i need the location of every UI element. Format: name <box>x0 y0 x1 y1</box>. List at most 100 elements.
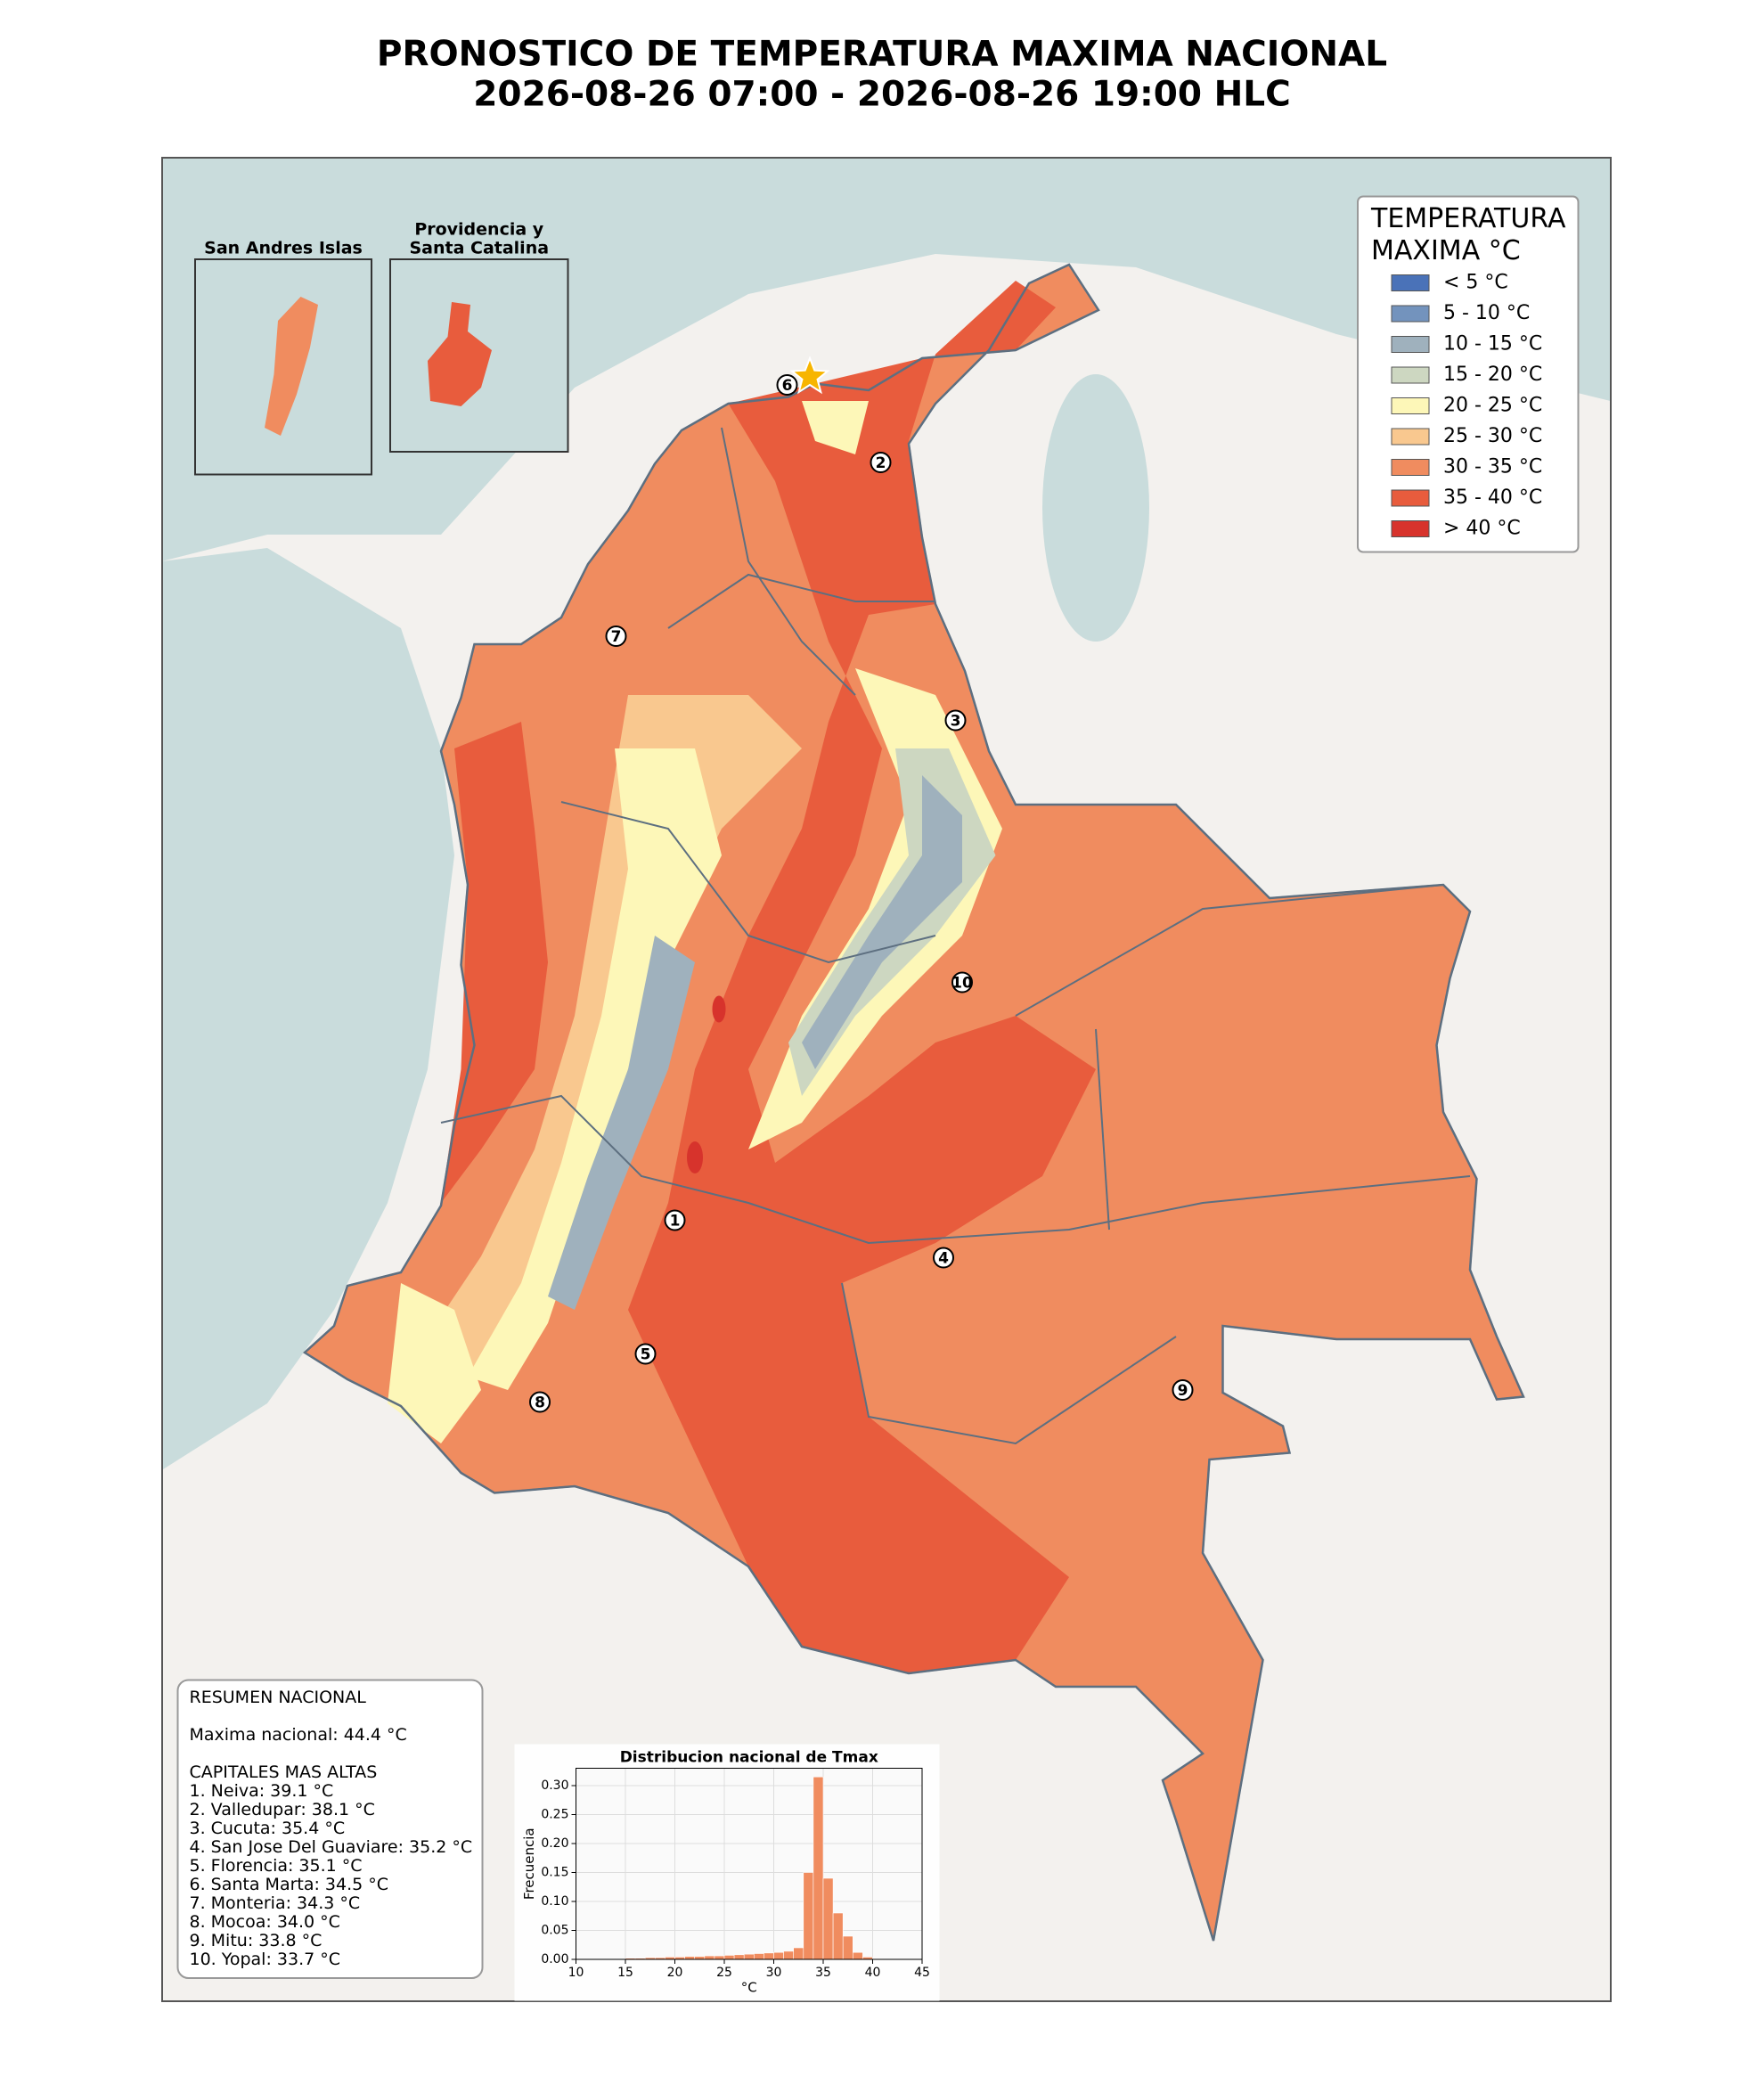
capital-marker-label: 9 <box>1178 1382 1188 1400</box>
temp-region <box>628 281 1096 1673</box>
legend-swatch <box>1391 366 1430 384</box>
legend-label: 15 - 20 °C <box>1443 364 1542 386</box>
histogram-bar <box>852 1951 863 1960</box>
legend-title: MAXIMA °C <box>1371 235 1521 266</box>
summary-line: Maxima nacional: 44.4 °C <box>190 1725 407 1745</box>
x-tick-label: 15 <box>617 1966 633 1980</box>
summary-line: 3. Cucuta: 35.4 °C <box>190 1819 346 1838</box>
capital-marker <box>605 626 627 647</box>
x-tick-label: 30 <box>766 1966 782 1980</box>
histogram-axes <box>576 1768 923 1960</box>
capital-marker-label: 10 <box>951 975 973 993</box>
capital-marker <box>529 1391 551 1413</box>
temp-region <box>802 401 869 454</box>
temp-region <box>441 722 548 1203</box>
x-tick-label: 25 <box>716 1966 732 1980</box>
legend-label: 25 - 30 °C <box>1443 425 1542 447</box>
histogram-bar <box>753 1953 764 1960</box>
y-tick-label: 0.20 <box>541 1836 568 1851</box>
summary-title: RESUMEN NACIONAL <box>190 1688 367 1707</box>
x-tick-label: 10 <box>568 1966 584 1980</box>
highlight-star <box>789 356 830 395</box>
capital-marker <box>634 1343 657 1365</box>
inset-title: San Andres Islas <box>204 239 363 258</box>
department-border <box>841 1282 1177 1445</box>
legend-swatch <box>1391 520 1430 537</box>
temp-region <box>802 775 962 1069</box>
legend-label: > 40 °C <box>1443 518 1521 540</box>
summary-line: 5. Florencia: 35.1 °C <box>190 1856 363 1876</box>
y-tick-label: 0.30 <box>541 1778 568 1793</box>
histogram-bar <box>764 1952 774 1960</box>
histogram-bar <box>842 1935 853 1960</box>
summary-line: 6. Santa Marta: 34.5 °C <box>190 1875 389 1894</box>
histogram-title: Distribucion nacional de Tmax <box>620 1749 878 1767</box>
capital-marker <box>870 452 892 473</box>
histogram-bar <box>832 1912 844 1960</box>
y-tick-label: 0.05 <box>541 1924 568 1938</box>
capital-marker-label: 1 <box>670 1213 681 1231</box>
temp-region <box>468 748 722 1390</box>
summary-line: 7. Monteria: 34.3 °C <box>190 1893 361 1913</box>
summary-line: 10. Yopal: 33.7 °C <box>190 1950 341 1969</box>
legend-swatch <box>1391 428 1430 446</box>
y-tick-label: 0.15 <box>541 1866 568 1880</box>
summary-line: 9. Mitu: 33.8 °C <box>190 1931 323 1950</box>
legend-swatch <box>1391 336 1430 353</box>
summary-line: 2. Valledupar: 38.1 °C <box>190 1800 375 1819</box>
legend-swatch <box>1391 489 1430 507</box>
histogram-bar <box>714 1955 725 1960</box>
capital-marker <box>933 1247 954 1269</box>
histogram-bar <box>743 1953 755 1960</box>
legend-label: 5 - 10 °C <box>1443 302 1530 324</box>
capital-marker-label: 7 <box>611 628 622 646</box>
capital-marker-label: 6 <box>782 377 793 395</box>
legend-title: TEMPERATURA <box>1370 203 1566 234</box>
x-tick-label: 40 <box>865 1966 881 1980</box>
x-tick-label: 45 <box>914 1966 930 1980</box>
capital-marker-label: 8 <box>535 1394 545 1412</box>
capital-marker <box>951 971 973 993</box>
summary-line: 1. Neiva: 39.1 °C <box>190 1781 334 1801</box>
histogram-bar <box>783 1950 794 1960</box>
department-border <box>1015 884 1444 1017</box>
temp-hotspot <box>687 1141 703 1173</box>
histogram-bar <box>793 1947 804 1960</box>
inset-title: Providencia y <box>414 220 543 240</box>
department-border <box>440 1094 1471 1245</box>
legend-swatch <box>1391 305 1430 323</box>
page-title: PRONOSTICO DE TEMPERATURA MAXIMA NACIONA… <box>377 35 1387 75</box>
y-tick-label: 0.10 <box>541 1894 568 1909</box>
y-axis-label: Frecuencia <box>521 1827 537 1900</box>
lake <box>1042 374 1149 642</box>
legend-label: 35 - 40 °C <box>1443 487 1542 509</box>
y-tick-label: 0.00 <box>541 1952 568 1966</box>
capital-marker <box>944 709 967 732</box>
x-axis-label: °C <box>741 1980 757 1996</box>
department-border <box>667 573 935 629</box>
histogram-bar <box>773 1951 784 1960</box>
histogram-bar <box>813 1776 824 1960</box>
map-frame <box>161 157 1612 2002</box>
histogram-plot-area <box>576 1768 922 1959</box>
capital-marker-label: 2 <box>876 454 886 472</box>
country-outline <box>302 263 1525 1942</box>
x-tick-label: 35 <box>815 1966 831 1980</box>
summary-line: 4. San Jose Del Guaviare: 35.2 °C <box>190 1837 473 1857</box>
legend-label: 10 - 15 °C <box>1443 333 1542 356</box>
temp-hotspot <box>712 995 726 1023</box>
island <box>428 302 492 406</box>
temp-region <box>548 936 695 1310</box>
legend-swatch <box>1391 397 1430 414</box>
island <box>265 297 318 436</box>
sea-bay <box>161 548 454 1470</box>
x-tick-label: 20 <box>667 1966 683 1980</box>
capital-marker <box>776 374 798 396</box>
y-tick-label: 0.25 <box>541 1808 568 1822</box>
inset-title: Santa Catalina <box>409 239 549 258</box>
capital-marker <box>664 1209 686 1231</box>
temp-region <box>388 1283 481 1443</box>
histogram-bar <box>822 1877 834 1960</box>
summary-line: 8. Mocoa: 34.0 °C <box>190 1912 340 1932</box>
